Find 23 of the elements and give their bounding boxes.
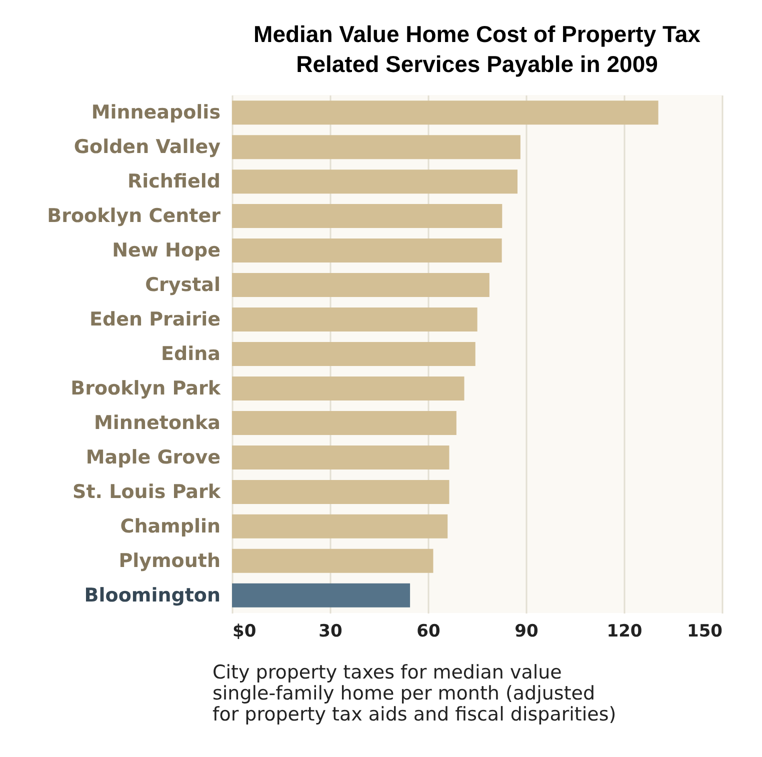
x-tick-label: 120 (606, 622, 642, 642)
x-tick-label: 30 (318, 622, 342, 642)
y-tick-label: Maple Grove (86, 446, 220, 468)
y-tick-label: St. Louis Park (72, 480, 221, 503)
y-tick-label: Champlin (120, 515, 220, 538)
y-tick-label: New Hope (112, 240, 220, 262)
y-tick-label: Plymouth (118, 550, 220, 572)
y-tick-label: Minnetonka (94, 412, 220, 434)
chart-title: Median Value Home Cost of Property Tax Related Services Payable in 2009 (254, 21, 701, 77)
x-tick-label: 60 (416, 622, 440, 642)
y-tick-label: Bloomington (84, 584, 220, 606)
y-tick-label: Golden Valley (74, 136, 222, 158)
y-tick-label: Eden Prairie (89, 308, 220, 331)
x-tick-label: 150 (687, 622, 723, 642)
y-tick-label: Brooklyn Park (70, 377, 221, 400)
y-tick-label: Minneapolis (91, 102, 220, 124)
y-tick-label: Brooklyn Center (47, 205, 222, 228)
y-tick-label: Richfield (127, 170, 220, 193)
x-tick-label: $0 (232, 622, 256, 642)
x-tick-label: 90 (514, 622, 538, 642)
y-tick-label: Crystal (145, 274, 220, 296)
y-tick-label: Edina (161, 343, 220, 365)
x-axis-title: City property taxes for median value single-family home per month (adjusted for property tax aids and fiscal disparities) (212, 662, 616, 726)
